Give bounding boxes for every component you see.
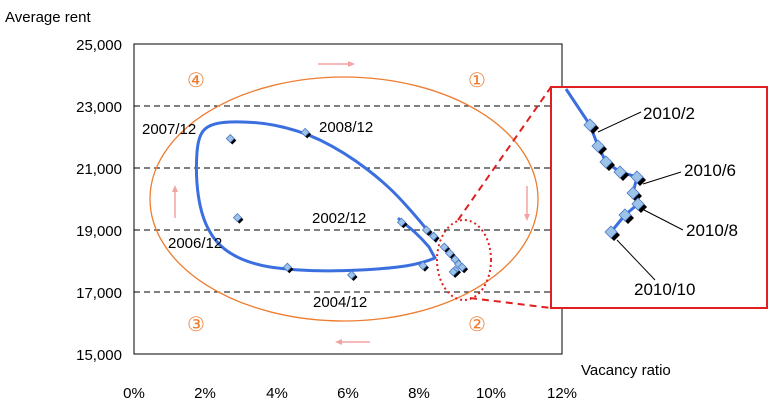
cycle-ellipse (149, 76, 539, 322)
data-points (225, 127, 469, 281)
x-axis-title: Vacancy ratio (581, 362, 671, 379)
zoom-data-point (630, 170, 646, 186)
label-2007-12: 2007/12 (142, 121, 196, 138)
direction-arrow-down (524, 186, 530, 221)
leader-2010-6 (642, 171, 682, 185)
zoom-points (583, 118, 647, 241)
zoom-data-point (613, 165, 629, 181)
label-2002-12: 2002/12 (312, 210, 366, 227)
zoom-label-2010-8: 2010/8 (686, 221, 738, 240)
zoom-data-point (604, 225, 620, 241)
quadrant-marker-3: ③ (187, 312, 205, 336)
y-tick-15000: 15,000 (76, 347, 122, 364)
zoom-connector-bottom (469, 297, 552, 309)
data-point (421, 225, 433, 236)
leader-2010-8 (643, 209, 684, 231)
y-tick-23000: 23,000 (76, 99, 122, 116)
zoom-data-point (618, 208, 634, 224)
y-tick-19000: 19,000 (76, 223, 122, 240)
zoom-region-circle (436, 219, 492, 301)
data-point (282, 262, 294, 274)
zoom-data-point (583, 118, 599, 134)
zoom-label-2010-10: 2010/10 (634, 280, 695, 299)
label-2006-12: 2006/12 (168, 235, 222, 252)
trajectory-line (194, 120, 438, 273)
y-axis-title: Average rent (5, 9, 91, 26)
x-tick-2: 2% (194, 385, 216, 402)
x-tick-12: 12% (547, 385, 577, 402)
gridlines (134, 105, 562, 293)
y-tick-25000: 25,000 (76, 37, 122, 54)
zoom-label-2010-6: 2010/6 (684, 161, 736, 180)
direction-arrow-left (335, 339, 370, 345)
plot-area (133, 43, 563, 355)
zoom-label-2010-2: 2010/2 (643, 104, 695, 123)
data-point (439, 242, 451, 254)
data-point (418, 261, 429, 272)
leader-2010-2 (597, 111, 642, 133)
x-tick-8: 8% (408, 385, 430, 402)
data-point (232, 213, 244, 224)
x-tick-6: 6% (337, 385, 359, 402)
quadrant-marker-1: ① (468, 68, 486, 92)
x-tick-0: 0% (123, 385, 145, 402)
label-2004-12: 2004/12 (313, 294, 367, 311)
quadrant-marker-4: ④ (187, 68, 205, 92)
direction-arrow-right (318, 61, 355, 67)
x-tick-10: 10% (476, 385, 506, 402)
data-point (457, 262, 469, 274)
leader-2010-10 (616, 239, 656, 281)
zoom-data-point (591, 139, 607, 155)
data-point (347, 270, 358, 281)
y-tick-21000: 21,000 (76, 161, 122, 178)
data-point (429, 231, 440, 243)
y-tick-17000: 17,000 (76, 285, 122, 302)
data-point (445, 248, 456, 260)
direction-arrow-up (172, 185, 178, 218)
x-tick-4: 4% (266, 385, 288, 402)
zoom-connector-top (457, 86, 552, 221)
data-point (396, 217, 408, 229)
data-point (300, 127, 312, 139)
zoom-data-point (599, 155, 615, 171)
data-point (448, 267, 460, 278)
label-2008-12: 2008/12 (319, 119, 373, 136)
quadrant-marker-2: ② (468, 312, 486, 336)
data-point (225, 133, 237, 145)
